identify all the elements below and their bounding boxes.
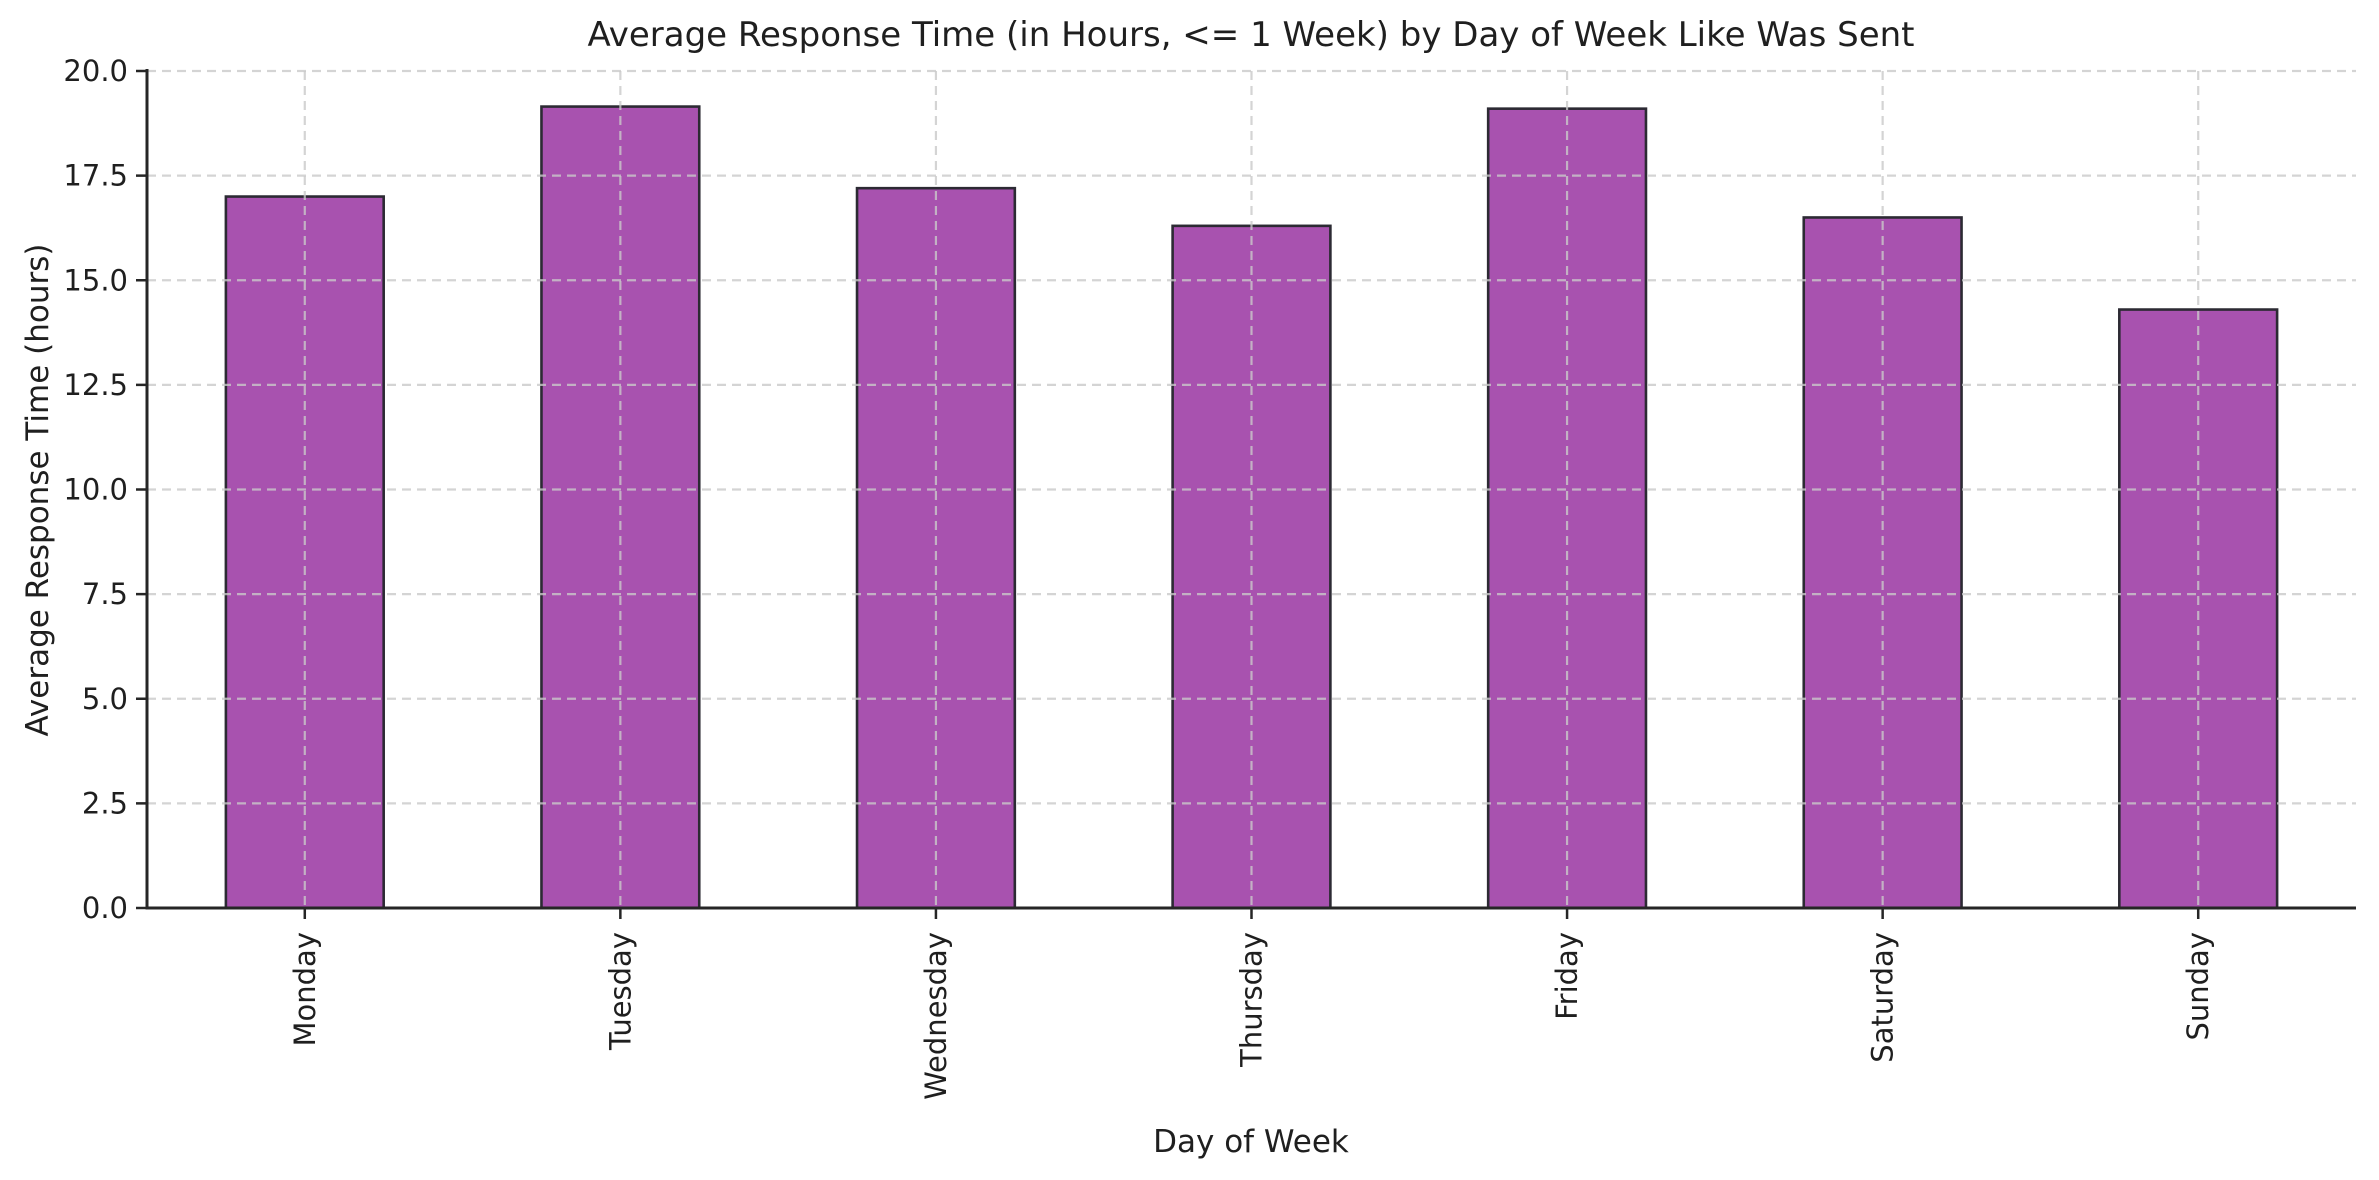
- y-tick-label: 7.5: [82, 577, 128, 611]
- x-tick-label-wednesday: Wednesday: [919, 932, 953, 1100]
- x-tick-label-monday: Monday: [288, 932, 322, 1047]
- x-axis-label: Day of Week: [1153, 1124, 1349, 1160]
- y-tick-label: 5.0: [82, 682, 128, 716]
- y-tick-label: 20.0: [63, 54, 128, 88]
- y-tick-label: 10.0: [63, 473, 128, 507]
- chart-title: Average Response Time (in Hours, <= 1 We…: [587, 15, 1914, 55]
- x-tick-label-friday: Friday: [1550, 932, 1584, 1020]
- x-tick-label-sunday: Sunday: [2181, 932, 2215, 1041]
- y-tick-label: 17.5: [63, 159, 128, 193]
- x-tick-label-saturday: Saturday: [1866, 932, 1900, 1063]
- y-tick-label: 0.0: [82, 891, 128, 925]
- bar-sunday: [2118, 308, 2279, 910]
- y-tick-label: 12.5: [63, 368, 128, 402]
- x-tick-label-tuesday: Tuesday: [603, 932, 637, 1051]
- y-tick-label: 15.0: [63, 263, 128, 297]
- bar-wednesday: [855, 186, 1017, 910]
- y-tick-label: 2.5: [82, 786, 128, 820]
- y-axis-label: Average Response Time (hours): [20, 244, 56, 737]
- x-tick-label-thursday: Thursday: [1235, 932, 1269, 1068]
